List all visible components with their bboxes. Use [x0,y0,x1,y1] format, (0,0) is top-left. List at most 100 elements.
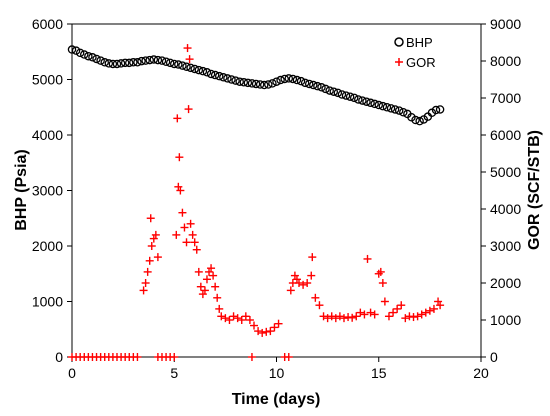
bhp-point [394,106,404,115]
gor-point [173,114,182,123]
gor-point [200,286,209,295]
bhp-point [71,46,81,55]
gor-point [270,323,279,332]
y-tick-label: 0 [55,349,63,365]
bhp-point [219,73,228,82]
x-tick-label: 5 [170,365,178,381]
bhp-point [149,55,159,64]
gor-point [376,267,385,276]
gor-point [202,275,211,284]
gor-point [215,304,224,313]
bhp-point [174,60,183,69]
gor-point [139,286,148,295]
gor-point [389,308,398,317]
bhp-point [186,63,195,73]
bhp-point [431,105,441,115]
bhp-point [198,66,208,76]
bhp-point [190,64,199,74]
gor-point [262,327,271,336]
y2-axis-title: GOR (SCF/STB) [526,130,543,250]
bhp-point [313,81,322,91]
plot-marks [67,44,445,361]
bhp-point [161,57,171,66]
gor-point [421,308,430,317]
bhp-point [378,101,388,111]
y2-tick-label: 9000 [490,16,521,32]
y-tick-label: 4000 [32,127,63,143]
bhp-point [116,59,126,68]
gor-point [213,293,222,302]
gor-point [190,238,199,247]
bhp-point [321,84,330,94]
y2-tick-label: 1000 [490,312,521,328]
bhp-point [137,56,146,66]
y-tick-label: 1000 [32,294,63,310]
plot-frame [71,23,482,358]
gor-point [245,316,254,324]
gor-point [363,254,372,263]
y2-tick-label: 2000 [490,275,521,291]
bhp-point [399,107,408,117]
bhp-point [178,61,187,70]
x-tick-label: 15 [371,365,387,381]
gor-point [335,312,344,321]
bhp-point [100,58,109,67]
gor-point [172,230,181,239]
gor-point [266,327,275,336]
gor-point [143,267,152,276]
gor-point [221,314,230,323]
bhp-point [210,70,220,80]
y-tick-label: 5000 [32,72,63,88]
gor-point [380,297,389,306]
legend-label-bhp: BHP [406,35,433,50]
gor-point [327,312,336,321]
gor-point [247,353,256,361]
y-tick-label: 6000 [32,16,63,32]
gor-point [182,238,191,247]
y-axis-title: BHP (Psia) [13,149,30,231]
bhp-point [169,59,179,69]
bhp-point [345,92,355,101]
bhp-point [153,55,163,65]
gor-point [170,353,179,361]
x-tick-label: 20 [473,365,489,381]
bhp-point [280,74,289,84]
bhp-point [296,76,306,86]
bhp-point [374,100,383,110]
bhp-point [292,75,302,85]
bhp-point [88,53,97,62]
gor-point [205,267,214,276]
bhp-point [268,79,277,88]
gor-point [425,306,434,315]
gor-point [178,208,187,217]
gor-point [405,312,414,321]
y2-tick-label: 0 [490,349,498,365]
gor-point [258,328,267,337]
bhp-point [309,80,318,90]
bhp-point [358,96,367,105]
gor-point [311,293,320,302]
gor-point [188,230,197,239]
bhp-point [235,77,244,86]
y2-tick-label: 8000 [490,53,521,69]
bhp-point [145,55,154,65]
bhp-point [206,69,216,79]
gor-point [196,282,205,291]
gor-point [401,314,410,323]
gor-point [339,314,348,323]
bhp-point [96,56,105,65]
gor-point [184,105,193,114]
bhp-point [390,105,400,114]
bhp-point [362,97,371,106]
gor-point [194,267,203,276]
bhp-point [194,65,204,75]
bhp-point [337,90,347,99]
gor-point [185,55,194,64]
gor-point [393,304,402,313]
gor-point [180,223,189,232]
gor-point [352,312,361,321]
bhp-point [251,79,261,89]
gor-point [331,314,340,323]
